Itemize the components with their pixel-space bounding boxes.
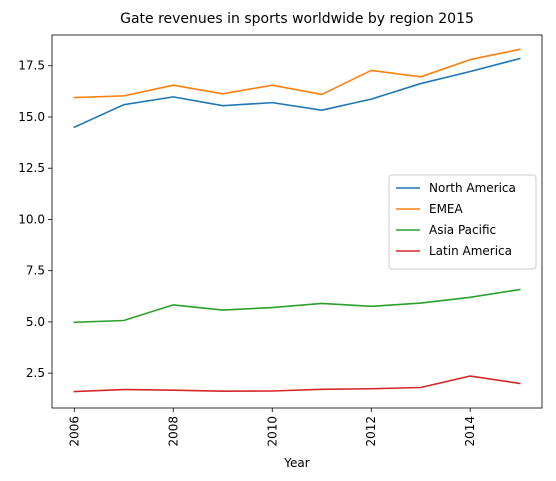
- plot-frame: [51, 34, 543, 409]
- x-tick-label: 2012: [364, 416, 378, 447]
- x-tick-label: 2008: [166, 416, 180, 447]
- legend-label: EMEA: [429, 202, 464, 216]
- series-line-latin-america: [73, 375, 521, 393]
- series-line-emea: [73, 48, 521, 99]
- y-tick-label: 15.0: [18, 110, 45, 124]
- y-tick-label: 17.5: [18, 59, 45, 73]
- x-tick-label: 2006: [67, 416, 81, 447]
- legend-label: North America: [429, 181, 516, 195]
- x-tick-label: 2010: [265, 416, 279, 447]
- x-axis-title: Year: [283, 456, 309, 470]
- x-tick-label: 2014: [463, 416, 477, 447]
- legend-label: Asia Pacific: [429, 223, 496, 237]
- series-line-north-america: [73, 57, 521, 129]
- legend-label: Latin America: [429, 244, 512, 258]
- legend-box: [388, 174, 537, 270]
- y-tick-label: 5.0: [26, 315, 45, 329]
- legend: North America EMEA Asia Pacific Latin Ameri…: [388, 174, 537, 270]
- y-tick-label: 12.5: [18, 161, 45, 175]
- series-line-asia-pacific: [73, 288, 521, 324]
- y-tick-label: 10.0: [18, 212, 45, 226]
- axes: 2.5 5.0 7.5 10.0 12.5 15.0 17.5 2006 2008 2010 201…: [18, 59, 477, 447]
- plot-marks: [73, 48, 521, 393]
- chart-title: Gate revenues in sports worldwide by reg…: [120, 11, 474, 27]
- y-tick-label: 7.5: [26, 264, 45, 278]
- y-tick-label: 2.5: [26, 366, 45, 380]
